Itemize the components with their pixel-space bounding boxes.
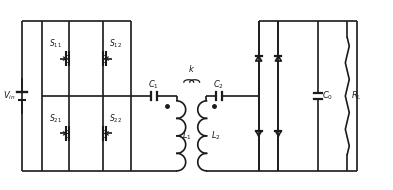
- Text: $S_{11}$: $S_{11}$: [49, 37, 62, 50]
- Text: $R_L$: $R_L$: [351, 90, 362, 102]
- Text: $S_{22}$: $S_{22}$: [109, 112, 123, 124]
- Text: $S_{12}$: $S_{12}$: [109, 37, 123, 50]
- Text: $C_1$: $C_1$: [148, 78, 159, 91]
- Text: $C_0$: $C_0$: [322, 90, 333, 102]
- Text: $k$: $k$: [188, 63, 195, 74]
- Text: $L_2$: $L_2$: [211, 130, 221, 142]
- Text: $V_{in}$: $V_{in}$: [3, 90, 15, 102]
- Text: $L_1$: $L_1$: [182, 130, 192, 142]
- Text: $S_{21}$: $S_{21}$: [49, 112, 62, 124]
- Text: $C_2$: $C_2$: [213, 78, 224, 91]
